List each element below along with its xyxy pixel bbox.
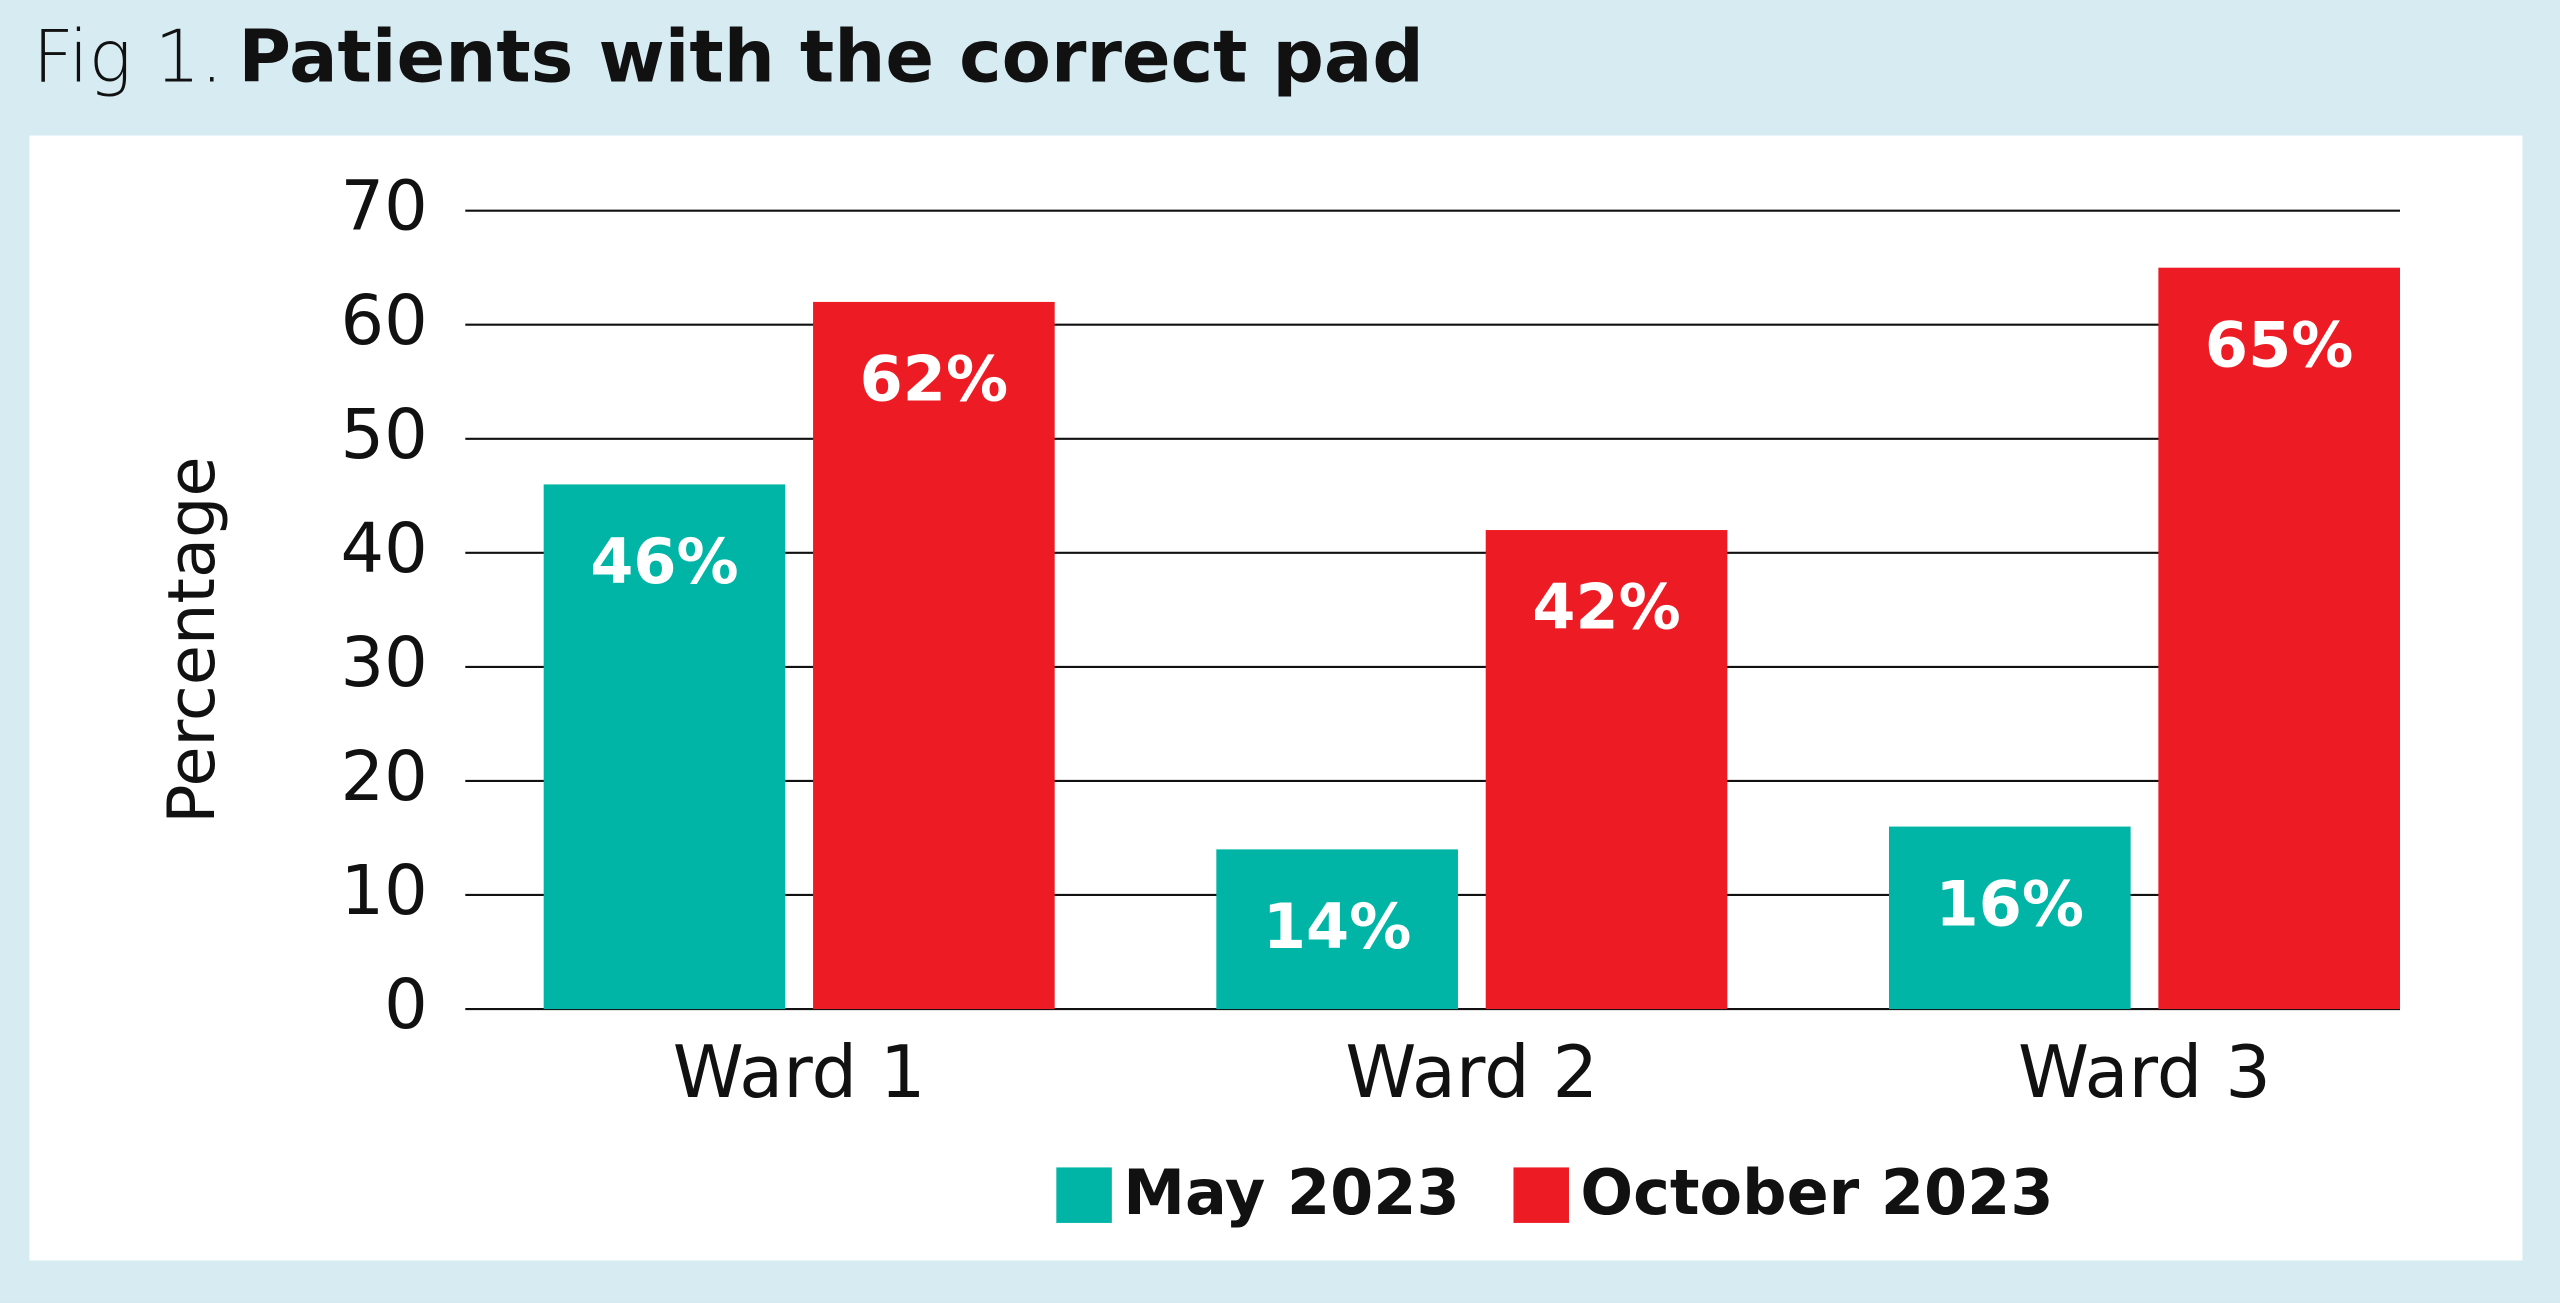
x-tick-label: Ward 1 (673, 1030, 926, 1114)
legend-label: May 2023 (1123, 1156, 1459, 1229)
bar (813, 301, 1055, 1010)
y-tick-label: 30 (341, 623, 428, 703)
legend-swatch (1056, 1167, 1112, 1223)
value-label: 62% (860, 343, 1008, 416)
value-label: 14% (1263, 890, 1411, 963)
y-tick-label: 50 (341, 395, 428, 475)
y-tick-label: 70 (341, 167, 428, 247)
y-tick-label: 10 (341, 851, 428, 931)
chart-title: Patients with the correct pad (238, 15, 1423, 99)
y-tick-label: 0 (384, 965, 428, 1045)
y-tick-label: 60 (341, 281, 428, 361)
bar (2158, 267, 2400, 1010)
panel (29, 135, 2523, 1261)
value-label: 42% (1532, 571, 1680, 644)
y-axis-label: Percentage (154, 456, 230, 823)
bar (543, 484, 786, 1010)
value-label: 16% (1936, 867, 2084, 940)
bar (1485, 530, 1728, 1010)
x-tick-label: Ward 2 (1345, 1030, 1598, 1114)
value-label: 46% (590, 525, 738, 598)
y-tick-label: 40 (341, 509, 428, 589)
bar (1216, 849, 1458, 1010)
y-tick-label: 20 (341, 737, 428, 817)
value-label: 65% (2205, 308, 2353, 381)
bar (1888, 826, 2131, 1010)
legend-label: October 2023 (1580, 1156, 2053, 1229)
x-tick-label: Ward 3 (2018, 1030, 2271, 1114)
figure-label: Fig 1. (33, 15, 224, 99)
legend-swatch (1513, 1167, 1569, 1223)
